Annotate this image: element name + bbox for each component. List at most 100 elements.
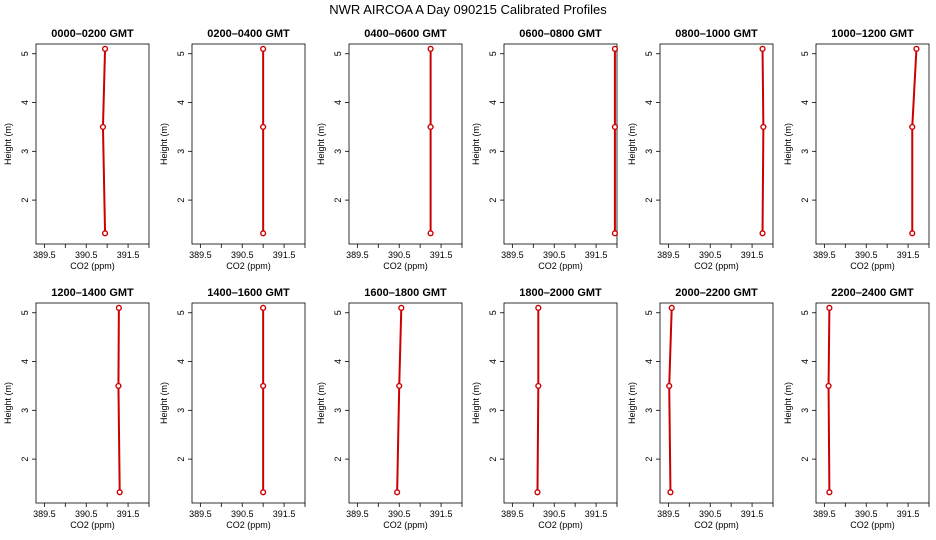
y-tick-label: 3 [800, 408, 810, 413]
x-tick-label: 390.5 [855, 509, 878, 519]
data-point [427, 45, 434, 52]
y-tick-label: 5 [20, 310, 30, 315]
data-point [611, 123, 619, 131]
data-point [260, 230, 267, 237]
panel-title: 2200–2400 GMT [831, 287, 914, 299]
x-tick-label: 390.5 [75, 250, 98, 260]
data-point [913, 45, 920, 52]
x-tick-label: 391.5 [897, 509, 920, 519]
x-tick-label: 390.5 [388, 250, 411, 260]
x-tick-label: 391.5 [741, 250, 764, 260]
plot-frame [815, 43, 930, 245]
y-tick-label: 4 [488, 100, 498, 105]
data-point [759, 230, 766, 237]
panel-8: 1400–1600 GMT 389.5 390.5 391.5 2 3 4 5 CO2 (ppm… [159, 287, 306, 530]
y-tick-label: 2 [800, 198, 810, 203]
y-axis-label: Height (m) [3, 382, 13, 424]
x-tick-label: 390.5 [75, 509, 98, 519]
x-tick-label: 389.5 [657, 250, 680, 260]
panel-title: 1600–1800 GMT [364, 287, 447, 299]
x-axis-label: CO2 (ppm) [226, 520, 271, 530]
x-tick-label: 390.5 [543, 509, 566, 519]
x-tick-label: 390.5 [543, 250, 566, 260]
x-tick-label: 391.5 [741, 509, 764, 519]
panel-10: 1800–2000 GMT 389.5 390.5 391.5 2 3 4 5 CO2 (ppm… [471, 287, 618, 530]
y-tick-label: 3 [333, 149, 343, 154]
y-tick-label: 5 [644, 51, 654, 56]
panel-2: 0200–0400 GMT 389.5 390.5 391.5 2 3 4 5 CO2 (ppm… [159, 28, 306, 271]
profile-line [761, 48, 765, 234]
x-axis-label: CO2 (ppm) [383, 261, 428, 271]
data-point [825, 382, 832, 390]
y-tick-label: 5 [800, 51, 810, 56]
x-axis-label: CO2 (ppm) [694, 520, 739, 530]
profile-line [536, 307, 540, 493]
data-point [760, 123, 767, 131]
x-tick-label: 391.5 [117, 250, 140, 260]
y-axis-label: Height (m) [627, 123, 637, 165]
y-tick-label: 3 [488, 149, 498, 154]
panel-6: 1000–1200 GMT 389.5 390.5 391.5 2 3 4 5 CO2 (ppm… [783, 28, 930, 271]
y-tick-label: 3 [176, 408, 186, 413]
y-tick-label: 3 [176, 149, 186, 154]
panel-7: 1200–1400 GMT 389.5 390.5 391.5 2 3 4 5 CO2 (ppm… [3, 287, 150, 530]
panel-title: 1400–1600 GMT [207, 287, 290, 299]
data-point [396, 382, 403, 390]
data-point [260, 489, 267, 496]
data-point [260, 304, 267, 311]
x-tick-label: 389.5 [813, 509, 836, 519]
y-axis-label: Height (m) [316, 382, 326, 424]
x-tick-label: 391.5 [897, 250, 920, 260]
y-tick-label: 5 [333, 310, 343, 315]
x-axis-label: CO2 (ppm) [538, 261, 583, 271]
x-tick-label: 389.5 [346, 509, 369, 519]
y-tick-label: 3 [488, 408, 498, 413]
y-tick-label: 3 [20, 408, 30, 413]
x-tick-label: 389.5 [501, 250, 524, 260]
x-tick-label: 391.5 [585, 509, 608, 519]
y-tick-label: 3 [333, 408, 343, 413]
x-tick-label: 389.5 [657, 509, 680, 519]
y-axis-label: Height (m) [159, 123, 169, 165]
plot-frame [191, 43, 306, 245]
x-tick-label: 389.5 [189, 509, 212, 519]
y-tick-label: 4 [176, 100, 186, 105]
panel-title: 1200–1400 GMT [51, 287, 134, 299]
y-tick-label: 2 [176, 198, 186, 203]
plot-frame [659, 43, 774, 245]
data-point [611, 230, 619, 237]
profile-line [827, 307, 831, 493]
data-point [99, 123, 107, 131]
y-tick-label: 5 [176, 310, 186, 315]
data-point [759, 45, 766, 52]
data-point [260, 123, 267, 131]
y-axis-label: Height (m) [627, 382, 637, 424]
y-axis-label: Height (m) [783, 382, 793, 424]
plot-frame [35, 302, 150, 504]
y-tick-label: 4 [20, 100, 30, 105]
data-point [666, 382, 673, 390]
data-point [826, 489, 833, 496]
panels-grid: 0000–0200 GMT 389.5 390.5 391.5 2 3 4 5 CO2 (ppm… [3, 28, 930, 530]
x-tick-label: 391.5 [585, 250, 608, 260]
x-tick-label: 390.5 [699, 509, 722, 519]
x-axis-label: CO2 (ppm) [383, 520, 428, 530]
y-tick-label: 5 [644, 310, 654, 315]
panel-12: 2200–2400 GMT 389.5 390.5 391.5 2 3 4 5 CO2 (ppm… [783, 287, 930, 530]
profile-line [911, 48, 918, 234]
y-tick-label: 4 [488, 359, 498, 364]
figure-title: NWR AIRCOA A Day 090215 Calibrated Profi… [329, 2, 607, 17]
y-tick-label: 4 [20, 359, 30, 364]
y-axis-label: Height (m) [316, 123, 326, 165]
x-tick-label: 389.5 [501, 509, 524, 519]
y-tick-label: 3 [644, 149, 654, 154]
x-tick-label: 391.5 [430, 250, 453, 260]
y-tick-label: 2 [20, 457, 30, 462]
y-tick-label: 4 [800, 100, 810, 105]
panel-title: 2000–2200 GMT [675, 287, 758, 299]
y-tick-label: 5 [800, 310, 810, 315]
y-tick-label: 2 [644, 457, 654, 462]
plot-frame [815, 302, 930, 504]
y-tick-label: 2 [20, 198, 30, 203]
data-point [101, 45, 109, 52]
